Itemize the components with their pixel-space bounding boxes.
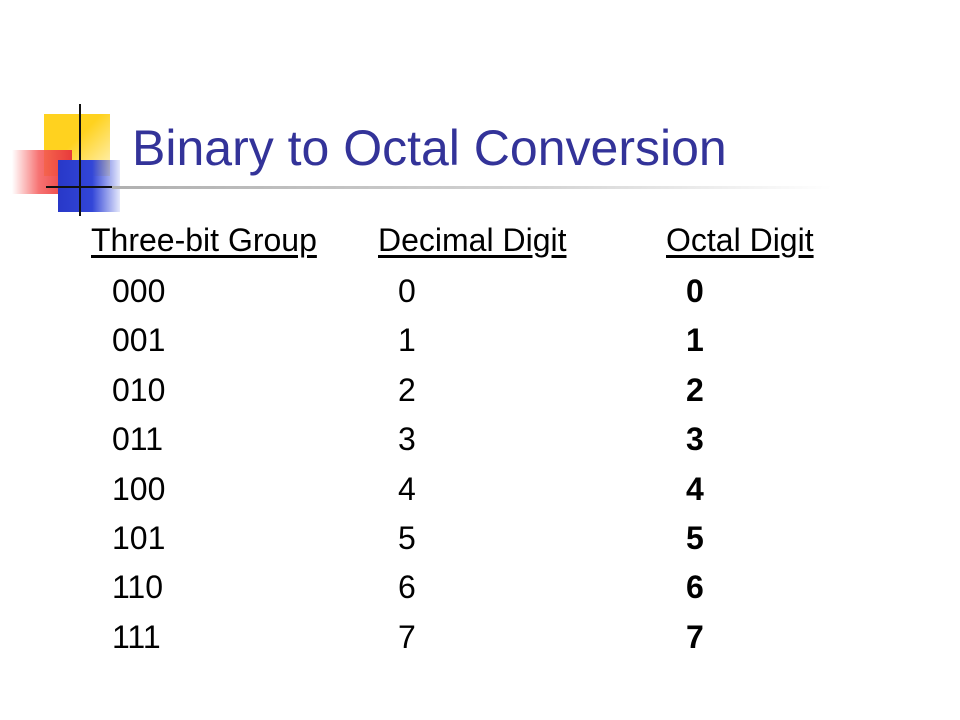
decorative-logo: [0, 0, 130, 220]
table-row: 001 1 1: [0, 318, 960, 367]
table-row: 000 0 0: [0, 269, 960, 318]
header-three-bit-group: Three-bit Group: [91, 222, 317, 258]
table-row: 101 5 5: [0, 516, 960, 565]
octal-cell: 1: [686, 322, 704, 359]
table-row: 010 2 2: [0, 368, 960, 417]
binary-cell: 010: [112, 371, 166, 408]
binary-cell: 001: [112, 322, 166, 359]
octal-cell: 3: [686, 421, 704, 458]
binary-cell: 101: [112, 519, 166, 556]
logo-vertical-line: [79, 104, 81, 216]
slide-title: Binary to Octal Conversion: [132, 120, 727, 176]
logo-horizontal-line: [46, 186, 128, 188]
table-row: 110 6 6: [0, 565, 960, 614]
octal-cell: 4: [686, 470, 704, 507]
decimal-cell: 0: [398, 273, 416, 309]
binary-cell: 111: [112, 618, 161, 655]
binary-cell: 110: [112, 569, 164, 606]
decimal-cell: 3: [398, 421, 416, 458]
octal-cell: 2: [686, 371, 704, 408]
octal-cell: 0: [686, 273, 704, 309]
decimal-cell: 7: [398, 618, 416, 655]
decimal-cell: 4: [398, 470, 416, 507]
binary-cell: 100: [112, 470, 166, 507]
table-row: 100 4 4: [0, 467, 960, 516]
header-decimal-digit: Decimal Digit: [378, 222, 567, 258]
octal-cell: 5: [686, 519, 704, 556]
table-row: 111 7 7: [0, 615, 960, 664]
table-row: 011 3 3: [0, 417, 960, 466]
title-divider: [112, 186, 832, 189]
decimal-cell: 5: [398, 519, 416, 556]
conversion-table: 000 0 0 001 1 1 010 2 2 011 3 3 100 4 4 …: [0, 269, 960, 664]
octal-cell: 6: [686, 569, 704, 606]
decimal-cell: 1: [398, 322, 416, 359]
binary-cell: 011: [112, 421, 164, 458]
decimal-cell: 2: [398, 371, 416, 408]
decimal-cell: 6: [398, 569, 416, 606]
octal-cell: 7: [686, 618, 704, 655]
header-octal-digit: Octal Digit: [666, 222, 814, 258]
binary-cell: 000: [112, 273, 166, 309]
